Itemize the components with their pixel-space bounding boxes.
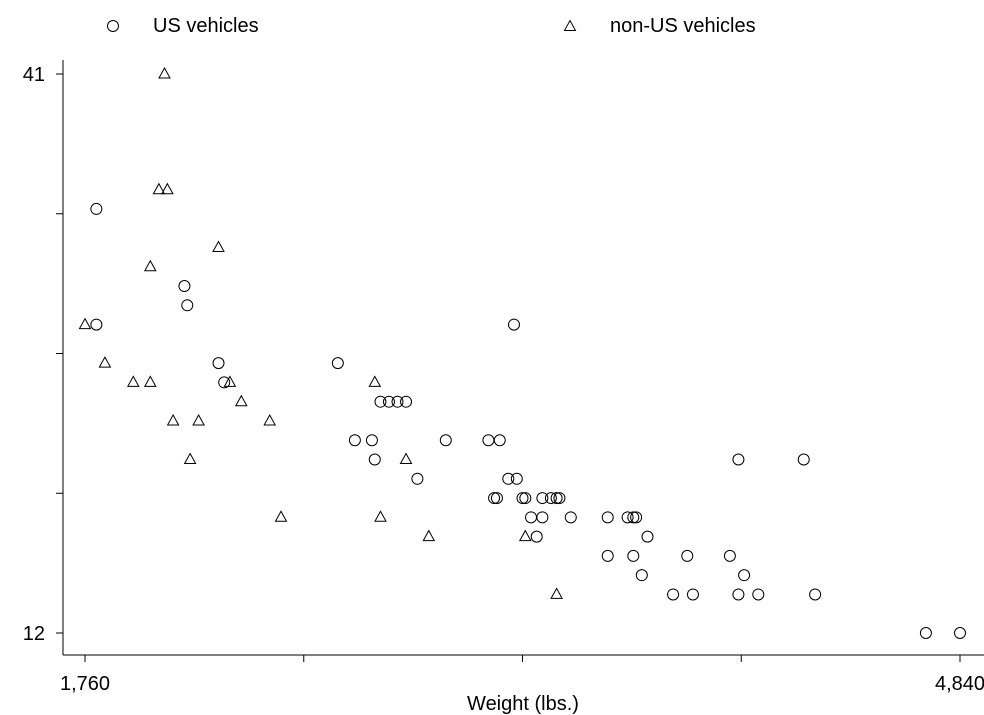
data-point-non-us	[422, 529, 436, 542]
x-tick-label: 4,840	[935, 673, 984, 695]
data-point-us	[178, 280, 191, 293]
data-point-us	[738, 569, 751, 582]
data-point-non-us	[98, 356, 112, 368]
data-point-non-us	[143, 259, 157, 272]
data-point-non-us	[399, 452, 413, 464]
legend-label-non-us: non-US vehicles	[610, 14, 756, 37]
data-point-us	[212, 357, 225, 370]
data-point-us	[627, 549, 640, 562]
y-tick-label: 41	[23, 64, 45, 86]
data-point-us	[382, 395, 395, 408]
data-point-us	[218, 376, 231, 389]
data-point-us	[365, 434, 378, 447]
data-point-us	[919, 627, 932, 639]
x-tick-label: 1,760	[60, 673, 110, 695]
data-point-us	[536, 511, 549, 524]
data-point-us	[348, 434, 361, 447]
data-point-non-us	[518, 529, 532, 542]
data-point-us	[686, 588, 699, 601]
legend-item-us: US vehicles	[103, 12, 259, 40]
data-point-non-us	[212, 240, 225, 252]
data-point-non-us	[183, 452, 197, 464]
data-point-us	[482, 434, 495, 447]
data-point-us	[400, 395, 413, 408]
data-point-non-us	[78, 317, 92, 330]
legend-circle-marker-icon	[107, 20, 119, 32]
data-point-us	[90, 202, 103, 215]
data-point-non-us	[368, 375, 382, 387]
data-point-us	[502, 472, 515, 485]
data-point-us	[331, 357, 344, 370]
data-point-us	[621, 511, 634, 524]
data-point-us	[510, 472, 523, 485]
data-point-us	[493, 434, 506, 447]
data-point-non-us	[374, 510, 387, 522]
data-point-us	[374, 395, 387, 408]
data-point-us	[519, 492, 532, 505]
data-point-us	[627, 511, 640, 524]
data-point-us	[732, 588, 745, 601]
data-point-us	[635, 569, 648, 582]
data-point-us	[564, 511, 577, 524]
data-point-us	[809, 588, 822, 601]
x-axis-title: Weight (lbs.)	[467, 693, 579, 715]
data-point-us	[411, 472, 424, 485]
data-point-non-us	[263, 413, 277, 426]
data-point-us	[797, 453, 810, 466]
data-point-non-us	[158, 66, 171, 79]
data-point-us	[536, 492, 549, 505]
data-points	[78, 66, 966, 639]
data-point-non-us	[234, 394, 248, 407]
legend-label-us: US vehicles	[153, 14, 259, 37]
data-point-us	[550, 492, 563, 505]
data-point-us	[630, 511, 643, 524]
data-point-us	[681, 549, 694, 562]
axes: 41 12 1,760 4,840 Weight (lbs.)	[23, 60, 984, 715]
data-point-non-us	[192, 413, 205, 426]
data-point-us	[732, 453, 745, 466]
data-point-non-us	[143, 375, 157, 387]
data-point-us	[723, 549, 736, 562]
data-point-non-us	[223, 375, 237, 387]
data-point-us	[490, 492, 503, 505]
data-point-non-us	[274, 510, 288, 522]
data-point-us	[641, 530, 654, 543]
y-tick-label: 12	[23, 623, 45, 645]
data-point-us	[553, 492, 566, 505]
data-point-us	[601, 511, 614, 524]
data-point-us	[544, 492, 557, 505]
data-point-us	[752, 588, 765, 601]
data-point-us	[488, 492, 501, 505]
data-point-us	[439, 434, 452, 447]
legend-triangle-marker-icon	[563, 19, 577, 31]
data-point-non-us	[126, 375, 140, 387]
legend-item-non-us: non-US vehicles	[560, 12, 756, 40]
data-point-us	[954, 627, 966, 639]
data-point-us	[516, 492, 529, 505]
data-point-us	[525, 511, 538, 524]
data-point-non-us	[166, 413, 180, 426]
data-point-non-us	[152, 182, 166, 195]
data-point-us	[368, 453, 381, 466]
data-point-us	[530, 530, 543, 543]
data-point-us	[391, 395, 404, 408]
data-point-non-us	[550, 587, 563, 599]
data-point-us	[601, 549, 614, 562]
data-point-us	[90, 318, 103, 331]
data-point-non-us	[161, 182, 174, 195]
data-point-us	[667, 588, 680, 601]
data-point-us	[181, 299, 194, 312]
data-point-us	[507, 318, 520, 331]
